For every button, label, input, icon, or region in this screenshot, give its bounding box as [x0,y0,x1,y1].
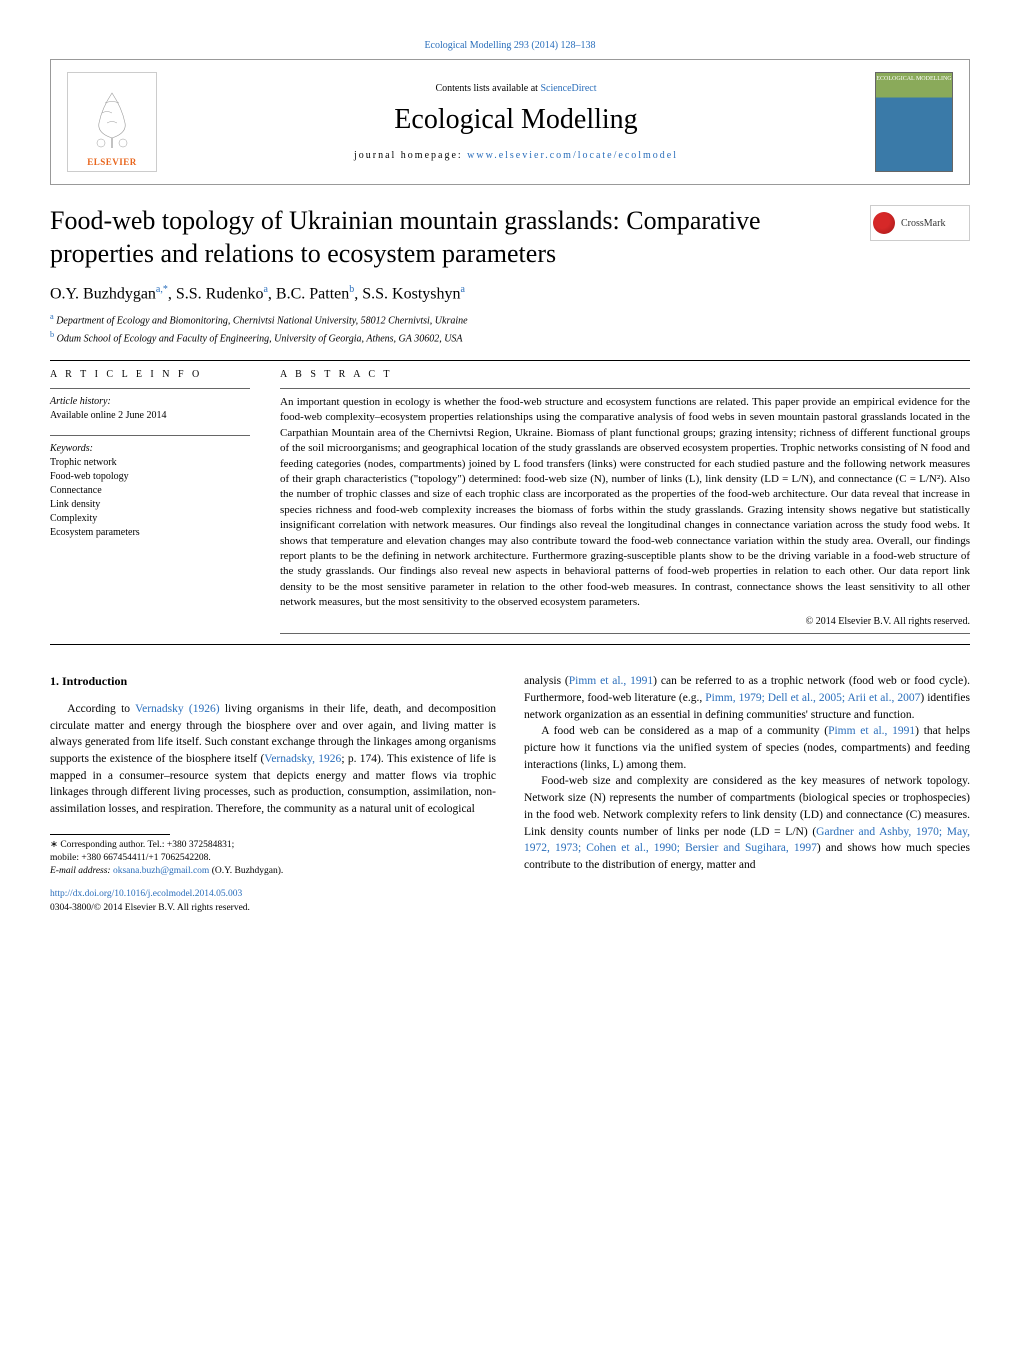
journal-reference[interactable]: Ecological Modelling 293 (2014) 128–138 [424,40,595,51]
authors-line: O.Y. Buzhdygana,*, S.S. Rudenko a , B.C. P… [50,284,970,303]
journal-homepage-link[interactable]: www.elsevier.com/locate/ecolmodel [467,150,678,161]
sciencedirect-link[interactable]: ScienceDirect [540,83,596,94]
journal-title: Ecological Modelling [157,104,875,136]
divider-top [50,360,970,361]
author-4: , S.S. Kostyshyn [354,285,460,302]
title-row: Food-web topology of Ukrainian mountain … [50,205,970,270]
page-root: Ecological Modelling 293 (2014) 128–138 … [0,0,1020,956]
affiliation-a: a Department of Ecology and Biomonitorin… [50,311,970,328]
affiliation-b: b Odum School of Ecology and Faculty of … [50,329,970,346]
article-history: Article history: Available online 2 June… [50,395,250,423]
article-info-head: A R T I C L E I N F O [50,369,250,380]
running-header: Ecological Modelling 293 (2014) 128–138 [50,40,970,51]
journal-homepage-line: journal homepage: www.elsevier.com/locat… [157,150,875,161]
homepage-prefix: journal homepage: [354,150,467,161]
author-3: , B.C. Patten [268,285,349,302]
email-link[interactable]: oksana.buzh@gmail.com [113,866,209,876]
citation-vernadsky-1926-b[interactable]: Vernadsky, 1926 [264,753,341,765]
crossmark-badge[interactable]: CrossMark [870,205,970,241]
info-abstract-row: A R T I C L E I N F O Article history: A… [50,369,970,640]
article-info-column: A R T I C L E I N F O Article history: A… [50,369,250,640]
keywords-label: Keywords: [50,442,250,456]
divider-bottom [50,644,970,645]
contents-available-line: Contents lists available at ScienceDirec… [157,83,875,94]
issn-copyright: 0304-3800/© 2014 Elsevier B.V. All right… [50,902,496,916]
doi-block: http://dx.doi.org/10.1016/j.ecolmodel.20… [50,888,496,916]
history-label: Article history: [50,395,250,409]
article-title: Food-web topology of Ukrainian mountain … [50,205,870,270]
citation-multi-1[interactable]: Pimm, 1979; Dell et al., 2005; Arii et a… [705,692,920,704]
intro-para-4: Food-web size and complexity are conside… [524,773,970,873]
intro-para-2: analysis (Pimm et al., 1991) can be refe… [524,673,970,723]
elsevier-logo[interactable]: ELSEVIER [67,72,157,172]
abstract-head: A B S T R A C T [280,369,970,380]
body-two-column: 1. Introduction According to Vernadsky (… [50,673,970,916]
corresponding-email-line: E-mail address: oksana.buzh@gmail.com (O… [50,865,496,878]
intro-para-3: A food web can be considered as a map of… [524,723,970,773]
doi-link[interactable]: http://dx.doi.org/10.1016/j.ecolmodel.20… [50,889,242,899]
author-1-affil-sup: a,* [156,284,168,295]
contents-prefix: Contents lists available at [435,83,540,94]
citation-vernadsky-1926-a[interactable]: Vernadsky (1926) [135,703,219,715]
abstract-copyright: © 2014 Elsevier B.V. All rights reserved… [280,616,970,627]
keyword-3: Connectance [50,484,250,498]
author-4-sup[interactable]: a [461,284,465,295]
footnote-separator [50,834,170,835]
header-center: Contents lists available at ScienceDirec… [157,83,875,161]
crossmark-label: CrossMark [901,218,945,229]
affiliations: a Department of Ecology and Biomonitorin… [50,311,970,346]
elsevier-tree-icon [87,88,137,153]
journal-header-box: ELSEVIER Contents lists available at Sci… [50,59,970,185]
intro-para-1: According to Vernadsky (1926) living org… [50,701,496,818]
abstract-text: An important question in ecology is whet… [280,395,970,610]
keyword-5: Complexity [50,512,250,526]
intro-heading: 1. Introduction [50,673,496,690]
corresponding-author-note: ∗ Corresponding author. Tel.: +380 37258… [50,839,496,852]
citation-pimm-1991-a[interactable]: Pimm et al., 1991 [569,675,653,687]
keyword-2: Food-web topology [50,470,250,484]
keywords-block: Keywords: Trophic network Food-web topol… [50,442,250,540]
abstract-divider [280,388,970,389]
abstract-column: A B S T R A C T An important question in… [280,369,970,640]
history-value: Available online 2 June 2014 [50,409,250,423]
author-1: O.Y. Buzhdygan [50,285,156,302]
info-divider-2 [50,435,250,436]
keyword-6: Ecosystem parameters [50,526,250,540]
elsevier-label: ELSEVIER [87,157,137,167]
journal-cover-thumbnail[interactable]: ECOLOGICAL MODELLING [875,72,953,172]
keyword-4: Link density [50,498,250,512]
info-divider-1 [50,388,250,389]
keyword-1: Trophic network [50,456,250,470]
journal-cover-label: ECOLOGICAL MODELLING [876,73,952,82]
email-label: E-mail address: [50,866,113,876]
crossmark-icon [873,212,895,234]
footnotes: ∗ Corresponding author. Tel.: +380 37258… [50,839,496,879]
citation-pimm-1991-b[interactable]: Pimm et al., 1991 [828,725,915,737]
corresponding-mobile: mobile: +380 667454411/+1 7062542208. [50,852,496,865]
abstract-bottom-divider [280,633,970,634]
author-2: , S.S. Rudenko [168,285,264,302]
